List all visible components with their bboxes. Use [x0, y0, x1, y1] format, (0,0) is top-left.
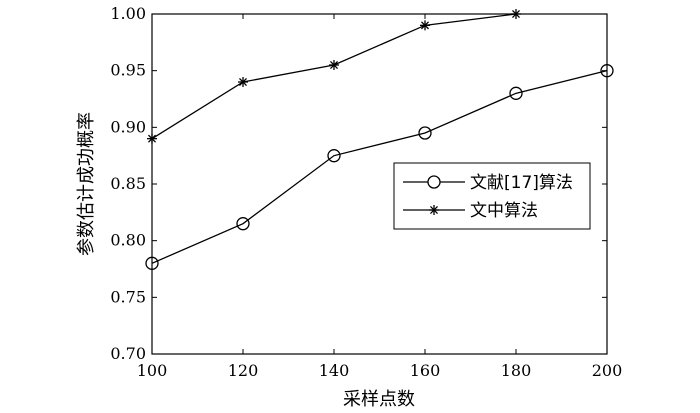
x-tick-label-0: 100 [137, 361, 168, 380]
legend-label-series-1: 文献[17]算法 [470, 173, 573, 193]
x-tick-label-4: 180 [501, 361, 532, 380]
legend-box [393, 162, 591, 230]
y-tick-label-2: 0.80 [110, 231, 146, 250]
x-axis-label: 采样点数 [343, 389, 415, 410]
legend-items [403, 175, 465, 215]
y-axis: 0.70 0.75 0.80 0.85 0.90 0.95 1.00 [110, 4, 607, 363]
x-tick-label-1: 120 [228, 361, 259, 380]
x-tick-label-3: 160 [410, 361, 441, 380]
series-2-point-3 [420, 20, 430, 31]
legend-marker-series-2 [429, 205, 439, 215]
x-axis: 100 120 140 160 180 200 [137, 14, 623, 380]
x-tick-label-2: 140 [319, 361, 350, 380]
series-line-1 [151, 70, 608, 264]
legend-marker-series-1 [427, 175, 441, 189]
series-1-point-2 [327, 149, 341, 163]
y-tick-label-4: 0.90 [110, 117, 146, 136]
y-tick-label-1: 0.75 [110, 287, 146, 306]
series-1-point-1 [236, 217, 250, 231]
y-tick-label-0: 0.70 [110, 344, 146, 363]
y-tick-label-3: 0.85 [110, 174, 146, 193]
plot-markers [145, 9, 614, 270]
y-tick-label-6: 1.00 [110, 4, 146, 23]
series-line-2 [151, 13, 517, 140]
legend-label-series-2: 文中算法 [470, 201, 538, 221]
series-2-point-2 [329, 60, 339, 70]
x-tick-label-5: 200 [592, 361, 623, 380]
series-2-point-1 [238, 77, 248, 87]
legend: 文献[17]算法 文中算法 [393, 162, 591, 230]
y-tick-label-5: 0.95 [110, 61, 146, 80]
series-1-point-4 [509, 86, 523, 100]
series-1-point-3 [418, 126, 432, 140]
y-axis-label: 参数估计成功概率 [76, 112, 97, 256]
